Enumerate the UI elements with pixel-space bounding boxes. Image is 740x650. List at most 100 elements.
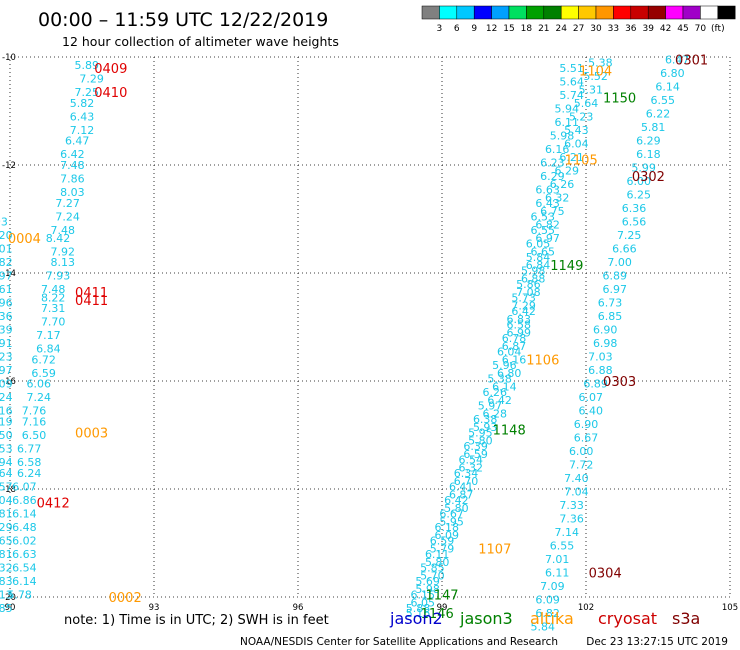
data-point: 6.96 xyxy=(0,297,13,310)
x-tick-label: 105 xyxy=(722,603,738,613)
data-point: 6.36 xyxy=(622,202,647,215)
scale-swatch xyxy=(491,5,510,20)
data-point: 5.38 xyxy=(487,372,512,385)
data-point: 6.75 xyxy=(540,205,565,218)
data-point: 6.42 xyxy=(511,305,536,318)
data-point: 6.11 xyxy=(425,548,450,561)
scale-label: 42 xyxy=(660,24,671,34)
data-point: 6.56 xyxy=(622,216,647,229)
time-annotation: 1150 xyxy=(603,92,636,107)
data-point: 7.14 xyxy=(555,526,580,539)
data-point: 7.29 xyxy=(0,521,13,534)
data-point: 5.98 xyxy=(521,264,546,277)
data-point: 6.59 xyxy=(463,448,488,461)
data-point: 7.08 xyxy=(516,286,541,299)
plot-border xyxy=(9,56,731,598)
x-tick-label: 93 xyxy=(149,603,160,613)
data-point: 6.41 xyxy=(449,480,474,493)
data-point: 6.63 xyxy=(535,183,560,196)
data-point: 6.20 xyxy=(0,229,13,242)
data-point: 6.80 xyxy=(497,367,522,380)
time-annotation: 1104 xyxy=(579,65,612,80)
data-point: 5.94 xyxy=(555,102,580,115)
data-point: 5.70 xyxy=(420,569,445,582)
data-point: 6.40 xyxy=(579,405,604,418)
data-point: 7.04 xyxy=(564,486,589,499)
data-point: 6.85 xyxy=(598,310,623,323)
data-point: 6.21 xyxy=(559,151,584,164)
data-point: 6.58 xyxy=(17,456,42,469)
data-point: 6.29 xyxy=(555,164,580,177)
data-point: 7.17 xyxy=(36,329,61,342)
y-tick-label: -20 xyxy=(2,593,16,603)
data-point: 6.53 xyxy=(531,210,556,223)
data-point: 6.04 xyxy=(497,345,522,358)
data-point: 6.59 xyxy=(31,367,56,380)
x-tick-label: 96 xyxy=(293,603,304,613)
scale-swatch xyxy=(456,5,475,20)
data-point: 6.23 xyxy=(540,156,565,169)
data-point: 7.94 xyxy=(0,456,13,469)
data-point: 6.99 xyxy=(507,326,532,339)
data-point: 7.32 xyxy=(0,561,13,574)
data-point: 7.36 xyxy=(559,513,584,526)
data-point: 6.90 xyxy=(574,418,599,431)
data-point: 5.99 xyxy=(631,162,656,175)
data-point: 7.36 xyxy=(0,310,13,323)
data-point: 6.67 xyxy=(439,507,464,520)
data-point: 7.23 xyxy=(0,351,13,364)
data-point: 6.97 xyxy=(0,364,13,377)
data-points: 5.897.297.255.826.437.126.476.427.487.86… xyxy=(0,54,689,634)
data-point: 6.38 xyxy=(473,413,498,426)
data-point: 7.72 xyxy=(569,459,594,472)
data-point: 6.84 xyxy=(526,259,551,272)
data-point: 5.79 xyxy=(430,542,455,555)
scale-swatch xyxy=(421,5,440,20)
data-point: 7.24 xyxy=(27,391,52,404)
scale-swatch xyxy=(473,5,492,20)
scale-swatch xyxy=(560,5,579,20)
data-point: 8.03 xyxy=(60,186,85,199)
time-annotation: 0302 xyxy=(632,170,665,185)
data-point: 7.25 xyxy=(617,229,642,242)
data-point: 6.73 xyxy=(598,297,623,310)
scale-swatch xyxy=(647,5,666,20)
data-point: 6.26 xyxy=(550,178,575,191)
data-point: 6.98 xyxy=(593,337,618,350)
data-point: 6.55 xyxy=(651,94,676,107)
data-point: 5.95 xyxy=(439,515,464,528)
data-point: 7.50 xyxy=(0,429,13,442)
data-point: 6.84 xyxy=(36,343,61,356)
data-point: 7.03 xyxy=(588,351,613,364)
data-point: 6.34 xyxy=(454,467,479,480)
data-point: 8.22 xyxy=(41,291,66,304)
data-point: 6.25 xyxy=(627,189,652,202)
y-tick-label: -18 xyxy=(2,485,16,495)
scale-swatch xyxy=(700,5,719,20)
scale-swatch xyxy=(665,5,684,20)
data-point: 7.33 xyxy=(559,499,584,512)
data-point: 6.28 xyxy=(483,407,508,420)
data-point: 6.15 xyxy=(411,588,436,601)
scale-label: 21 xyxy=(538,24,549,34)
scale-label: 39 xyxy=(642,24,654,34)
data-point: 6.29 xyxy=(636,135,661,148)
time-annotation: 0304 xyxy=(589,567,622,582)
data-point: 6.24 xyxy=(17,467,42,480)
data-point: 7.24 xyxy=(55,210,80,223)
data-point: 5.96 xyxy=(492,359,517,372)
data-point: 6.66 xyxy=(612,243,637,256)
data-point: 7.48 xyxy=(60,159,85,172)
data-point: 7.86 xyxy=(60,173,85,186)
x-tick-label: 90 xyxy=(5,603,16,613)
data-point: 5.89 xyxy=(75,59,100,72)
axis-ticks: 90 93 96 99 102 105 -10 -12 -14 -16 -18 -20 xyxy=(2,53,738,613)
scale-swatch xyxy=(508,5,527,20)
data-point: 6.19 xyxy=(0,416,13,429)
data-point: 6.89 xyxy=(603,270,628,283)
data-point: 6.72 xyxy=(31,353,56,366)
data-point: 6.14 xyxy=(655,81,680,94)
data-point: 6.09 xyxy=(535,594,560,607)
y-tick-label: -12 xyxy=(2,161,16,171)
data-point: 6.29 xyxy=(540,170,565,183)
